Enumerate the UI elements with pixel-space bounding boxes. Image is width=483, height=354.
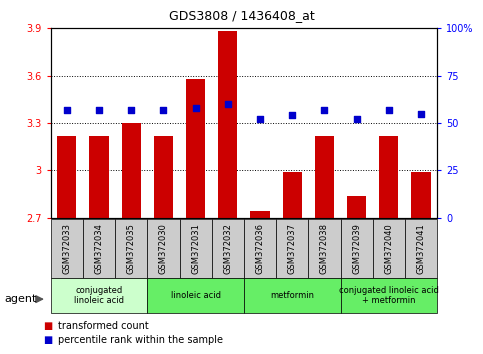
Point <box>95 107 103 113</box>
Text: GSM372041: GSM372041 <box>416 223 426 274</box>
Bar <box>341 278 437 313</box>
Text: conjugated linoleic acid
+ metformin: conjugated linoleic acid + metformin <box>339 286 439 305</box>
Bar <box>212 219 244 278</box>
Point <box>224 101 232 107</box>
Bar <box>276 219 308 278</box>
Point <box>63 107 71 113</box>
Bar <box>405 219 437 278</box>
Bar <box>180 219 212 278</box>
Bar <box>347 196 366 218</box>
Text: GSM372036: GSM372036 <box>256 223 265 274</box>
Text: agent: agent <box>5 294 37 304</box>
Text: GSM372038: GSM372038 <box>320 223 329 274</box>
Point <box>256 116 264 122</box>
Text: ■: ■ <box>43 321 53 331</box>
Bar <box>147 219 180 278</box>
Bar <box>341 219 373 278</box>
Bar <box>244 219 276 278</box>
Text: conjugated
linoleic acid: conjugated linoleic acid <box>74 286 124 305</box>
Point <box>159 107 167 113</box>
Bar <box>186 79 205 218</box>
Text: GDS3808 / 1436408_at: GDS3808 / 1436408_at <box>169 9 314 22</box>
Text: GSM372031: GSM372031 <box>191 223 200 274</box>
Text: GSM372033: GSM372033 <box>62 223 71 274</box>
Text: GSM372032: GSM372032 <box>223 223 232 274</box>
Bar <box>51 219 83 278</box>
Point <box>321 107 328 113</box>
Point <box>385 107 393 113</box>
Text: ■: ■ <box>43 335 53 345</box>
Bar <box>283 172 302 218</box>
Text: metformin: metformin <box>270 291 314 300</box>
Point <box>128 107 135 113</box>
Bar <box>244 278 341 313</box>
Text: GSM372030: GSM372030 <box>159 223 168 274</box>
Bar <box>115 219 147 278</box>
Text: GSM372037: GSM372037 <box>288 223 297 274</box>
Bar <box>57 136 76 218</box>
Text: GSM372039: GSM372039 <box>352 223 361 274</box>
Bar <box>154 136 173 218</box>
Bar <box>122 123 141 218</box>
Bar <box>147 278 244 313</box>
Bar <box>83 219 115 278</box>
Point <box>353 116 360 122</box>
Bar <box>250 211 270 218</box>
Text: GSM372040: GSM372040 <box>384 223 393 274</box>
Bar <box>218 32 238 218</box>
Text: linoleic acid: linoleic acid <box>170 291 221 300</box>
Point <box>192 105 199 111</box>
Bar <box>51 278 147 313</box>
Text: transformed count: transformed count <box>58 321 149 331</box>
Bar <box>412 172 431 218</box>
Bar <box>373 219 405 278</box>
Point <box>288 113 296 118</box>
Text: GSM372034: GSM372034 <box>95 223 103 274</box>
Bar <box>308 219 341 278</box>
Bar <box>379 136 398 218</box>
Text: GSM372035: GSM372035 <box>127 223 136 274</box>
Point <box>417 111 425 116</box>
Bar <box>89 136 109 218</box>
Text: percentile rank within the sample: percentile rank within the sample <box>58 335 223 345</box>
Bar <box>315 136 334 218</box>
